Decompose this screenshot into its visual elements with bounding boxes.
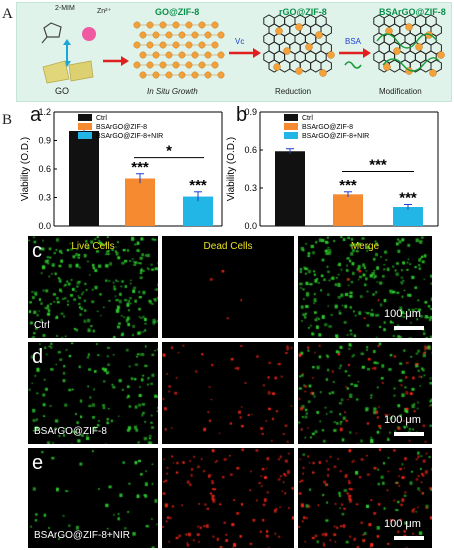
y-tick-label: 0.0 <box>244 221 257 231</box>
bar-2 <box>393 207 423 226</box>
red-arrow-icon <box>229 48 261 58</box>
column-title-merge: Merge <box>350 241 380 252</box>
y-tick-label: 0.0 <box>38 221 51 231</box>
synthesis-schematic: 2-MIM Zn²⁺ GO GO@ZIF-8 rGO@ZIF-8 BSArGO@… <box>16 2 452 102</box>
scale-bar-label: 100 μm <box>384 414 421 426</box>
precursor-label-zn: Zn²⁺ <box>97 8 112 15</box>
scale-bar <box>394 536 424 540</box>
bar-1 <box>125 178 155 226</box>
row-letter-c: c <box>32 240 42 262</box>
reagent-label-bsa: BSA <box>345 37 362 46</box>
legend-label-1: BSArGO@ZIF-8 <box>302 124 353 131</box>
legend-swatch-2 <box>284 132 298 139</box>
legend-label-0: Ctrl <box>96 115 107 122</box>
legend-swatch-1 <box>78 123 92 130</box>
step-label-reduction: Reduction <box>275 87 312 96</box>
viability-chart-b-svg: 0.0 0.3 0.6 0.9 Viability (O.D.) *** *** *** Ctr… <box>226 107 439 231</box>
significance-mark: *** <box>131 159 149 176</box>
bar-2 <box>183 196 213 226</box>
bsa-protein-icon <box>344 61 362 69</box>
legend-swatch-0 <box>284 114 298 121</box>
legend-label-2: BSArGO@ZIF-8+NIR <box>96 133 163 140</box>
zinc-ion-icon <box>82 27 96 41</box>
bsargo-hexagon-grid-icon <box>373 14 445 77</box>
y-tick-label: 0.3 <box>38 193 51 203</box>
legend-label-1: BSArGO@ZIF-8 <box>96 124 147 131</box>
step-label-in-situ-growth: In Situ Growth <box>147 87 198 96</box>
micro-merge-bsargo: 100 μm <box>298 342 432 444</box>
schematic-drawing <box>41 14 445 84</box>
micro-live-bsargo: d BSArGO@ZIF-8 <box>28 342 158 444</box>
2-mim-molecule-icon <box>41 22 62 44</box>
column-title-dead: Dead Cells <box>203 241 253 252</box>
comparison-mark: * <box>166 143 172 160</box>
micro-merge-bsargo-nir: 100 μm <box>298 448 432 548</box>
scale-bar-label: 100 μm <box>384 518 421 530</box>
scale-bar <box>394 326 424 330</box>
significance-mark: *** <box>189 177 207 194</box>
significance-mark: *** <box>399 189 417 206</box>
row-letter-e: e <box>32 452 44 474</box>
micro-dead-bsargo-nir <box>162 448 294 548</box>
significance-mark: *** <box>339 177 357 194</box>
viability-chart-a: 0.0 0.3 0.6 0.9 1.2 Viability (O.D.) *** *** * Ct… <box>20 104 232 234</box>
legend-swatch-2 <box>78 132 92 139</box>
reagent-label-vc: Vc <box>235 37 245 46</box>
bar-1 <box>333 194 363 226</box>
legend-label-2: BSArGO@ZIF-8+NIR <box>302 133 369 140</box>
panel-letter-a-upper: A <box>2 6 13 22</box>
bar-0 <box>69 131 99 226</box>
row-label-ctrl: Ctrl <box>34 320 50 331</box>
y-axis-label: Viability (O.D.) <box>20 137 31 201</box>
y-tick-label: 1.2 <box>38 107 51 117</box>
y-tick-label: 0.3 <box>244 183 257 193</box>
row-label-bsargo: BSArGO@ZIF-8 <box>34 426 107 437</box>
y-tick-label: 0.9 <box>244 107 257 117</box>
panel-letter-b: b <box>236 104 248 126</box>
row-label-bsargo-nir: BSArGO@ZIF-8+NIR <box>34 530 130 541</box>
legend-label-0: Ctrl <box>302 115 313 122</box>
stage-label-go-zif8: GO@ZIF-8 <box>155 7 200 17</box>
rgo-hexagon-grid-icon <box>263 14 335 77</box>
step-label-modification: Modification <box>379 87 422 96</box>
micro-live-ctrl: Live Cells c Ctrl <box>28 236 158 338</box>
panel-letter-b-upper: B <box>2 112 13 128</box>
y-tick-label: 0.9 <box>38 136 51 146</box>
go-sheet-icon <box>42 60 94 84</box>
scale-bar-label: 100 μm <box>384 308 421 320</box>
micro-live-bsargo-nir: e BSArGO@ZIF-8+NIR <box>28 448 158 548</box>
panel-letter-a: a <box>30 104 42 126</box>
stage-label-bsargo-zif8: BSArGO@ZIF-8 <box>379 7 446 17</box>
micro-dead-ctrl: Dead Cells <box>162 236 294 338</box>
scale-bar <box>394 432 424 436</box>
micro-merge-ctrl: Merge 100 μm <box>298 236 432 338</box>
red-arrow-icon <box>103 56 129 66</box>
zif8-lattice-icon <box>133 21 225 79</box>
go-label: GO <box>55 86 70 96</box>
legend-swatch-0 <box>78 114 92 121</box>
comparison-mark: *** <box>369 157 387 174</box>
red-arrow-icon <box>339 48 371 58</box>
micro-dead-bsargo <box>162 342 294 444</box>
y-tick-label: 0.6 <box>38 164 51 174</box>
row-letter-d: d <box>32 346 44 368</box>
y-axis-label: Viability (O.D.) <box>226 137 237 201</box>
legend-swatch-1 <box>284 123 298 130</box>
viability-chart-b: 0.0 0.3 0.6 0.9 Viability (O.D.) *** *** *** Ctr… <box>226 104 446 234</box>
column-title-live: Live Cells <box>71 241 115 252</box>
precursor-label-2mim: 2-MIM <box>55 5 75 12</box>
stage-label-rgo-zif8: rGO@ZIF-8 <box>279 7 327 17</box>
bar-0 <box>275 151 305 226</box>
y-tick-label: 0.6 <box>244 145 257 155</box>
